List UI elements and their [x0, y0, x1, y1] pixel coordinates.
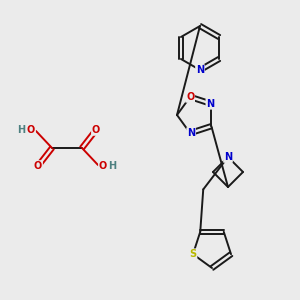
Text: O: O [99, 161, 107, 171]
Text: N: N [196, 65, 204, 75]
Text: N: N [206, 99, 214, 109]
Text: N: N [224, 152, 232, 162]
Text: O: O [92, 125, 100, 135]
Text: O: O [186, 92, 194, 102]
Text: H: H [108, 161, 116, 171]
Text: S: S [189, 249, 197, 259]
Text: N: N [187, 128, 195, 138]
Text: O: O [27, 125, 35, 135]
Text: H: H [17, 125, 25, 135]
Text: O: O [34, 161, 42, 171]
